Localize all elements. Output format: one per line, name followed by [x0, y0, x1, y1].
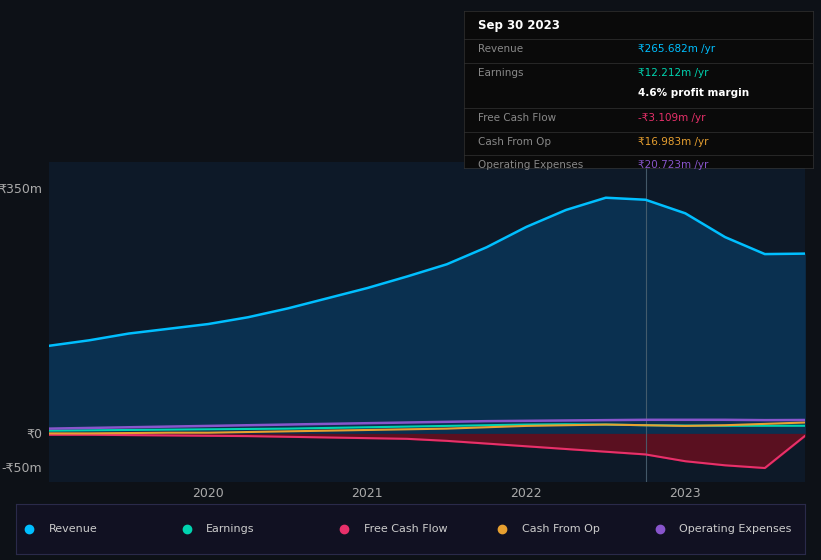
Text: Operating Expenses: Operating Expenses	[679, 524, 791, 534]
Text: Cash From Op: Cash From Op	[478, 137, 551, 147]
Text: Revenue: Revenue	[48, 524, 98, 534]
Text: ₹350m: ₹350m	[0, 183, 43, 197]
Text: ₹265.682m /yr: ₹265.682m /yr	[639, 44, 715, 54]
Text: Revenue: Revenue	[478, 44, 523, 54]
Text: ₹12.212m /yr: ₹12.212m /yr	[639, 68, 709, 78]
Text: Earnings: Earnings	[206, 524, 255, 534]
Text: -₹3.109m /yr: -₹3.109m /yr	[639, 113, 706, 123]
Text: Free Cash Flow: Free Cash Flow	[364, 524, 447, 534]
Text: 4.6% profit margin: 4.6% profit margin	[639, 88, 750, 98]
Text: Sep 30 2023: Sep 30 2023	[478, 19, 560, 32]
Text: -₹50m: -₹50m	[2, 461, 43, 474]
Text: Earnings: Earnings	[478, 68, 523, 78]
Text: Free Cash Flow: Free Cash Flow	[478, 113, 556, 123]
Text: ₹16.983m /yr: ₹16.983m /yr	[639, 137, 709, 147]
Text: ₹0: ₹0	[26, 427, 43, 441]
Text: Operating Expenses: Operating Expenses	[478, 160, 583, 170]
Text: ₹20.723m /yr: ₹20.723m /yr	[639, 160, 709, 170]
Text: Cash From Op: Cash From Op	[521, 524, 599, 534]
